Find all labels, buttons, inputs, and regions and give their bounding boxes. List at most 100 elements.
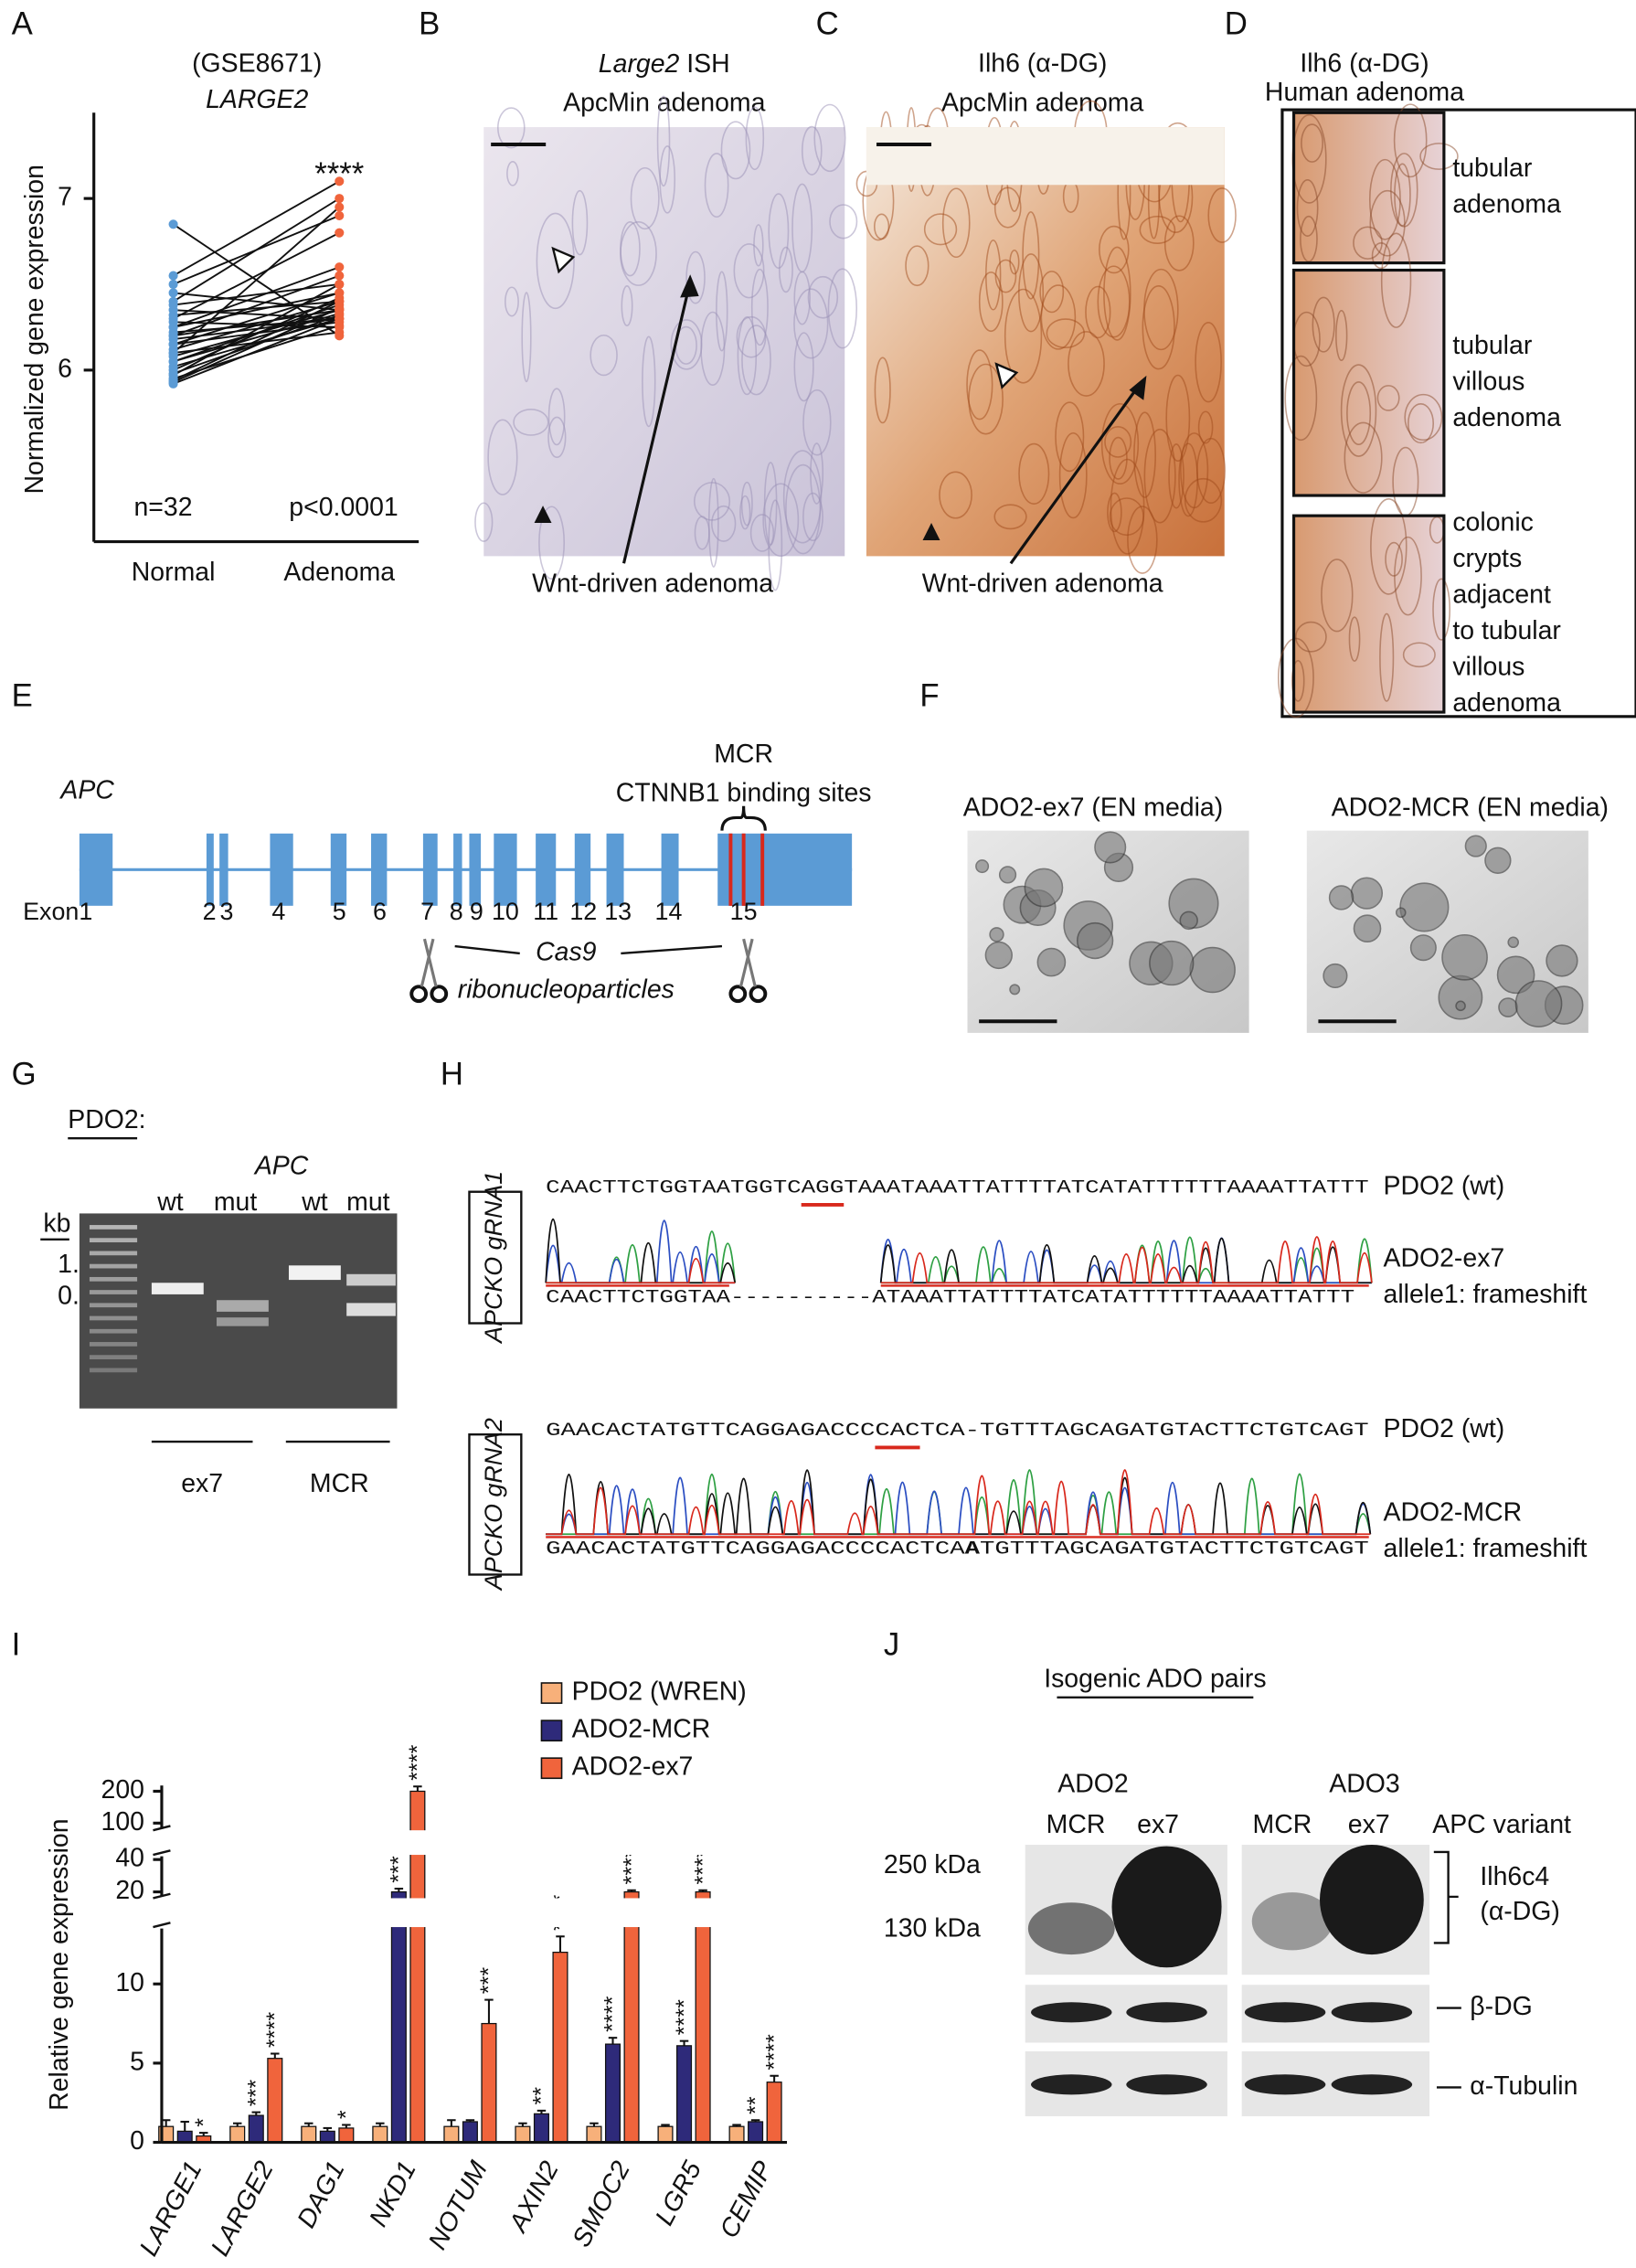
bar	[267, 2058, 283, 2144]
bar	[676, 2045, 693, 2144]
chromatogram	[545, 1218, 737, 1284]
tissue-texture	[1390, 153, 1418, 228]
tissue-texture	[810, 442, 824, 505]
tissue-texture	[801, 125, 823, 176]
blot-band	[1111, 1846, 1222, 1968]
y-tick-label: 20	[115, 1876, 144, 1905]
scissors	[728, 985, 748, 1004]
row-label: allele1: frameshift	[1384, 1280, 1588, 1309]
tissue-texture	[1291, 659, 1305, 702]
tissue-texture	[1143, 428, 1176, 524]
exon-label: 11	[533, 898, 558, 925]
tissue-texture	[1346, 381, 1372, 445]
ladder-band	[89, 1328, 138, 1334]
gel-band	[216, 1317, 269, 1326]
pair-label: ADO2	[1057, 1770, 1128, 1799]
tissue-texture	[1348, 616, 1361, 662]
pair-line	[173, 312, 340, 363]
tissue-texture	[1109, 436, 1128, 480]
x-tick-label: Adenoma	[283, 558, 395, 587]
tissue-texture	[978, 272, 1004, 333]
dot	[168, 339, 178, 349]
guide-box	[468, 1433, 523, 1576]
exon	[661, 833, 679, 906]
organoid	[1189, 946, 1236, 994]
exon	[219, 833, 228, 906]
y-tick-label: 40	[115, 1844, 144, 1873]
arrow	[621, 281, 692, 564]
significance: ***	[476, 1967, 502, 1995]
tissue-texture	[1380, 232, 1412, 328]
organoid	[989, 927, 1004, 942]
blot-band	[1031, 2074, 1112, 2095]
x-tick-label: LGR5	[650, 2156, 707, 2231]
panel-title: Human adenoma	[1265, 78, 1464, 107]
dot	[335, 262, 345, 272]
panel-title: (GSE8671)	[192, 49, 322, 79]
tissue-texture	[1046, 318, 1086, 349]
blot-band	[1244, 2074, 1326, 2095]
region-label: MCR	[714, 740, 773, 769]
guide-box	[468, 1190, 523, 1325]
variant-label: MCR	[1253, 1810, 1312, 1839]
organoid	[1514, 980, 1563, 1028]
tissue-texture	[497, 107, 526, 149]
tissue-texture	[1100, 402, 1140, 484]
arrowhead	[680, 274, 699, 298]
tissue-texture	[1393, 103, 1428, 178]
dot	[335, 288, 345, 298]
axis-break	[163, 1830, 784, 1856]
tissue-texture	[694, 516, 710, 550]
blot-band	[1331, 2002, 1413, 2023]
panel-letter: H	[441, 1057, 463, 1091]
x-tick-label: Normal	[132, 558, 216, 587]
tissue-texture	[720, 121, 751, 180]
y-axis-label: Relative gene expression	[45, 1818, 74, 2110]
tissue-texture	[993, 186, 1022, 229]
loading-label: α-Tubulin	[1470, 2071, 1578, 2101]
dot	[335, 308, 345, 318]
exon-label: 8	[450, 898, 463, 925]
dot	[168, 279, 178, 290]
organoid	[1353, 914, 1382, 942]
sequence: CAACTTCTGGTAA----------ATAAATTATTTTATCAT…	[546, 1287, 1354, 1308]
y-tick-label: 6	[58, 354, 72, 383]
tissue-texture	[1394, 536, 1422, 616]
image-label: adjacent	[1452, 580, 1551, 609]
dot	[335, 210, 345, 220]
chromatogram	[546, 1469, 1371, 1536]
tissue-texture	[1133, 411, 1156, 498]
pair-line	[173, 292, 340, 346]
tissue-texture	[966, 349, 993, 421]
guide-label: APCKO gRNA1	[480, 1171, 507, 1345]
legend-label: ADO2-MCR	[572, 1715, 711, 1744]
unit: kb	[43, 1209, 70, 1239]
exon	[574, 833, 591, 906]
tissue-texture	[1068, 331, 1105, 397]
gene-name: APC	[253, 1151, 309, 1180]
arrowhead-open	[994, 362, 1019, 389]
sequence: A	[965, 1539, 981, 1560]
image-label: tubular	[1452, 331, 1532, 360]
variant-label: MCR	[1046, 1810, 1106, 1839]
exon-label: 14	[655, 898, 683, 925]
tissue-texture	[1368, 158, 1401, 240]
tissue-texture	[1300, 215, 1318, 262]
antibody-label: Ilh6c4	[1480, 1862, 1549, 1891]
image-frame	[1291, 514, 1446, 714]
dot	[335, 228, 345, 238]
exon-label: 5	[333, 898, 346, 925]
blot-band	[1126, 2002, 1207, 2023]
bar	[176, 2130, 193, 2144]
connector	[454, 944, 520, 955]
gel-band	[346, 1303, 396, 1316]
organoid	[1094, 831, 1127, 864]
tissue-texture	[1004, 288, 1043, 384]
ladder-band	[89, 1355, 138, 1360]
tissue-texture	[704, 153, 729, 218]
tissue-texture	[1107, 492, 1122, 533]
tissue-texture	[1104, 426, 1132, 458]
tissue-texture	[802, 389, 832, 456]
tissue-texture	[1022, 211, 1040, 300]
